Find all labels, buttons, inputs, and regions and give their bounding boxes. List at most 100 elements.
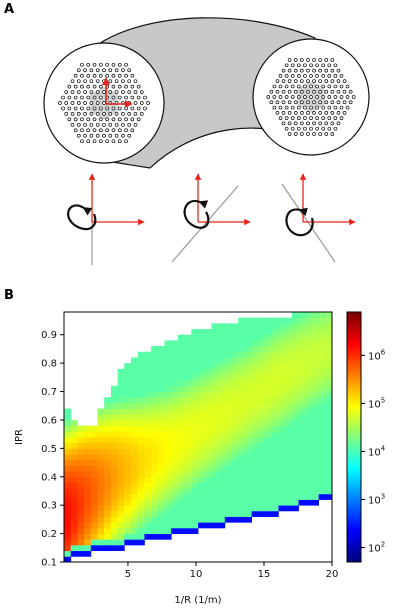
heatmap-cell	[318, 488, 326, 495]
air-hole	[318, 79, 322, 84]
heatmap-cell	[64, 459, 72, 466]
air-hole	[327, 63, 332, 68]
air-hole	[114, 122, 119, 127]
heatmap-cell	[157, 380, 165, 387]
heatmap-cell	[90, 493, 98, 500]
heatmap-cell	[291, 385, 299, 392]
air-hole	[121, 112, 125, 116]
air-hole	[124, 84, 128, 89]
heatmap-cell	[305, 459, 313, 466]
heatmap-cell	[110, 471, 118, 478]
colorbar-segment	[347, 412, 361, 415]
heatmap-cell	[231, 414, 239, 421]
heatmap-cell	[144, 425, 152, 432]
heatmap-cell	[164, 505, 172, 512]
air-hole	[324, 132, 329, 136]
air-hole	[114, 133, 119, 138]
air-hole	[105, 73, 110, 78]
air-hole	[98, 73, 103, 78]
heatmap-cell	[211, 510, 219, 517]
heatmap-cell	[231, 329, 239, 336]
heatmap-cell	[224, 374, 232, 381]
heatmap-cell	[104, 454, 112, 461]
heatmap-cell	[117, 374, 125, 381]
heatmap-cell	[204, 437, 212, 444]
heatmap-cell	[211, 414, 219, 421]
heatmap-cell	[318, 471, 326, 478]
heatmap-cell	[325, 482, 333, 489]
heatmap-cell	[204, 516, 212, 523]
heatmap-cell	[278, 471, 286, 478]
heatmap-cell	[171, 465, 179, 472]
heatmap-cell	[265, 329, 273, 336]
heatmap-cell	[84, 459, 92, 466]
heatmap-cell	[278, 346, 286, 353]
heatmap-cell	[244, 493, 252, 500]
colorbar-segment	[347, 442, 361, 445]
heatmap-cell	[271, 334, 279, 341]
heatmap-cell	[238, 431, 246, 438]
heatmap-cell	[231, 431, 239, 438]
heatmap-cell	[164, 482, 172, 489]
heatmap-cell	[184, 454, 192, 461]
heatmap-cell	[218, 522, 226, 529]
heatmap-cell	[305, 493, 313, 500]
heatmap-cell	[70, 527, 78, 534]
heatmap-cell	[278, 380, 286, 387]
heatmap-cell	[84, 454, 92, 461]
heatmap-cell	[291, 351, 299, 358]
air-hole	[336, 68, 341, 73]
heatmap-cell	[171, 340, 179, 347]
air-hole	[61, 106, 65, 111]
heatmap-cell	[251, 482, 259, 489]
heatmap-cell	[144, 357, 152, 364]
heatmap-cell	[151, 357, 159, 364]
heatmap-cell	[144, 533, 152, 540]
heatmap-cell	[231, 493, 239, 500]
heatmap-cell	[124, 437, 132, 444]
heatmap-cell	[151, 397, 159, 404]
heatmap-cell	[224, 351, 232, 358]
heatmap-cell	[318, 402, 326, 409]
heatmap-cell	[251, 510, 259, 517]
heatmap-cell	[131, 391, 139, 398]
heatmap-cell	[325, 408, 333, 415]
heatmap-cell	[305, 317, 313, 324]
heatmap-cell	[218, 323, 226, 330]
heatmap-cell	[164, 442, 172, 449]
y-tick-label: 0.5	[41, 444, 57, 455]
heatmap-cell	[144, 465, 152, 472]
heatmap-cell	[265, 425, 273, 432]
heatmap-cell	[117, 471, 125, 478]
colorbar-segment	[347, 389, 361, 393]
air-hole	[290, 63, 295, 68]
heatmap-cell	[285, 334, 293, 341]
air-hole	[102, 122, 106, 127]
heatmap-cell	[271, 505, 279, 512]
heatmap-cell	[318, 425, 326, 432]
air-hole	[318, 68, 322, 73]
colorbar-tick-label: 104	[368, 444, 386, 458]
heatmap-cell	[124, 448, 132, 455]
heatmap-cell	[177, 385, 185, 392]
heatmap-cell	[137, 391, 145, 398]
colorbar-segment	[347, 529, 361, 533]
y-tick-label: 0.4	[41, 472, 57, 483]
colorbar-segment	[347, 407, 361, 410]
heatmap-cell	[171, 357, 179, 364]
air-hole	[130, 95, 135, 100]
heatmap-cell	[305, 431, 313, 438]
heatmap-cell	[131, 402, 139, 409]
colorbar-segment	[347, 344, 361, 348]
heatmap-cell	[144, 527, 152, 534]
air-hole	[330, 121, 335, 126]
heatmap-cell	[110, 425, 118, 432]
heatmap-cell	[184, 408, 192, 415]
heatmap-cell	[218, 425, 226, 432]
air-hole	[86, 117, 91, 122]
air-hole	[136, 106, 141, 111]
heatmap-cell	[318, 482, 326, 489]
heatmap-cell	[164, 522, 172, 529]
heatmap-cell	[184, 346, 192, 353]
heatmap-cell	[77, 448, 85, 455]
